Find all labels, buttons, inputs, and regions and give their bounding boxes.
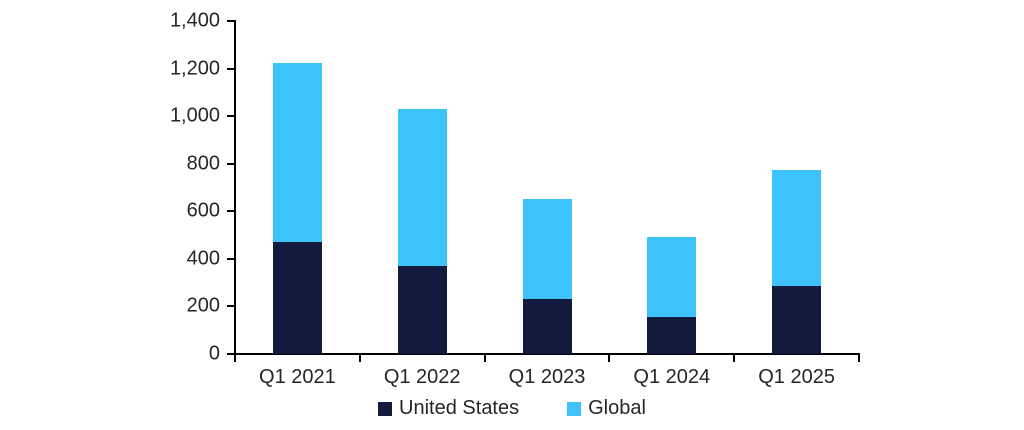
x-axis-line xyxy=(227,353,860,355)
legend-label-global: Global xyxy=(588,397,646,419)
y-tick-mark xyxy=(227,257,235,260)
x-category-label: Q1 2023 xyxy=(508,366,586,388)
legend-swatch-united-states xyxy=(378,401,393,416)
x-tick-mark xyxy=(858,354,860,362)
y-tick-mark xyxy=(227,67,235,70)
x-category-label: Q1 2025 xyxy=(758,366,835,388)
x-category-label: Q1 2021 xyxy=(259,366,336,388)
bar-segment-united-states xyxy=(272,242,322,354)
bar-segment-global xyxy=(522,199,572,300)
y-tick-mark xyxy=(227,210,235,213)
x-tick-mark xyxy=(358,354,361,362)
x-tick-mark xyxy=(733,354,736,362)
x-category-label: Q1 2022 xyxy=(383,366,461,388)
y-tick-mark xyxy=(227,353,235,355)
x-category-label: Q1 2024 xyxy=(633,366,711,388)
bar-segment-global xyxy=(272,62,322,243)
y-tick-label: 1,000 xyxy=(169,104,220,127)
legend-swatch-global xyxy=(567,401,582,416)
bar-segment-global xyxy=(397,109,447,266)
y-tick-label: 0 xyxy=(208,342,220,365)
y-tick-mark xyxy=(227,20,235,22)
bar-segment-united-states xyxy=(772,286,822,354)
y-tick-label: 600 xyxy=(186,199,220,222)
bar-segment-global xyxy=(647,237,697,318)
y-tick-label: 1,200 xyxy=(169,57,220,80)
x-tick-mark xyxy=(483,354,486,362)
legend: United States Global xyxy=(0,397,1024,420)
y-tick-mark xyxy=(227,162,235,165)
bar-segment-united-states xyxy=(647,317,697,354)
bar-segment-united-states xyxy=(522,299,572,354)
legend-item-global: Global xyxy=(567,397,646,420)
y-tick-label: 1,400 xyxy=(169,9,220,32)
legend-label-united-states: United States xyxy=(399,397,520,419)
y-tick-mark xyxy=(227,305,235,308)
y-tick-label: 400 xyxy=(186,247,220,270)
y-tick-mark xyxy=(227,115,235,118)
x-tick-mark xyxy=(608,354,611,362)
y-tick-label: 800 xyxy=(186,152,220,175)
legend-item-united-states: United States xyxy=(378,397,519,420)
bar-segment-united-states xyxy=(397,265,447,354)
y-axis-line xyxy=(234,20,236,355)
y-tick-label: 200 xyxy=(186,294,220,317)
x-tick-mark xyxy=(234,354,236,362)
bar-segment-global xyxy=(772,169,822,287)
